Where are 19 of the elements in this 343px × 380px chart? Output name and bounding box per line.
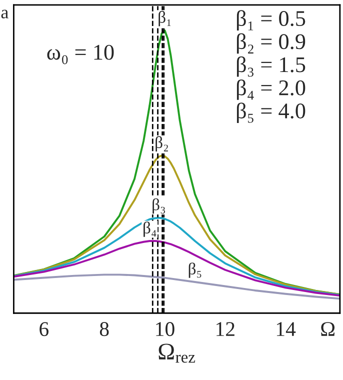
annotation: β₁: [158, 10, 171, 26]
x-tick-label: 8: [100, 322, 109, 336]
x-tick-label: 10: [156, 322, 174, 336]
annotation: β₄: [144, 222, 156, 237]
annotation: β₃: [152, 198, 165, 214]
annotation: ω₀ = 10: [47, 44, 114, 64]
annotation: β₅: [188, 262, 202, 278]
x-tick-label: 6: [40, 322, 49, 336]
x-tick-label: 12: [216, 322, 234, 336]
x-tick-label: 14: [276, 322, 296, 336]
x-tick-label: Ω: [321, 322, 334, 336]
text: a: [1, 10, 8, 18]
annotation: β₃ = 1.5: [236, 56, 306, 77]
annotation: β₁ = 0.5: [236, 10, 306, 31]
annotation: β₄ = 2.0: [236, 80, 306, 100]
annotation: β₂ = 0.9: [236, 33, 306, 54]
x-axis-title: Ω$_{rez}$: [158, 344, 196, 363]
annotation: β₅ = 4.0: [236, 102, 306, 123]
annotation: β₂: [156, 136, 168, 152]
